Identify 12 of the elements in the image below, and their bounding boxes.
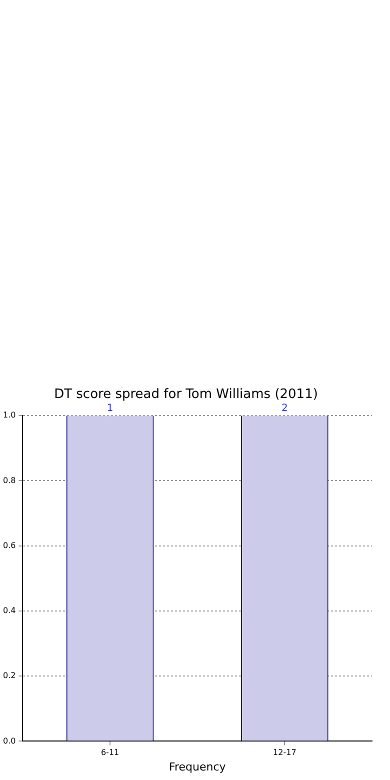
y-tick-label: 1.0 (2, 410, 16, 420)
y-tick-label: 0.2 (2, 671, 16, 680)
annotation: 2 (281, 403, 288, 414)
y-tick-label: 0.8 (2, 476, 16, 485)
y-tick-label: 0.0 (2, 736, 16, 746)
x-tick-label: 12-17 (273, 748, 296, 758)
x-axis-title: Frequency (168, 760, 226, 774)
y-tick-label: 0.4 (2, 606, 16, 616)
annotation: 1 (106, 403, 114, 414)
x-tick-label: 6-11 (100, 748, 120, 758)
y-tick-label: 0.6 (2, 540, 16, 550)
chart-title: DT score spread for Tom Williams (2011) (54, 387, 318, 402)
